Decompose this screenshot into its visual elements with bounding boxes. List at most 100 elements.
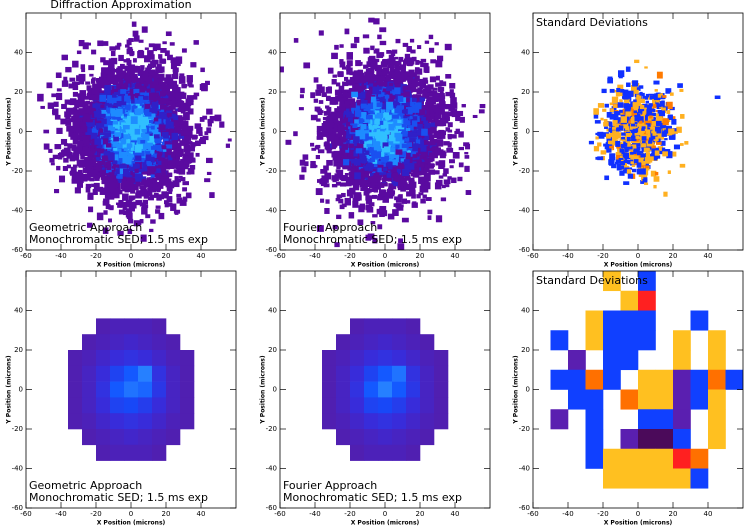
speckle (145, 126, 152, 134)
speckle (74, 104, 80, 109)
speckle (161, 166, 167, 171)
speckle (162, 173, 170, 181)
speckle (173, 86, 179, 92)
speckle (299, 174, 305, 180)
speckle (92, 83, 100, 92)
speckle (163, 119, 168, 123)
speckle (444, 184, 450, 188)
speckle (143, 142, 148, 148)
speckle (117, 177, 124, 183)
speckle (155, 115, 160, 120)
speckle (72, 107, 77, 112)
speckle (170, 154, 176, 158)
speckle (89, 178, 95, 182)
speckle (154, 136, 162, 144)
speckle (64, 99, 72, 105)
speckle (389, 67, 395, 73)
speckle (141, 112, 147, 117)
speckle (155, 205, 161, 209)
speckle (87, 89, 92, 95)
speckle (169, 113, 177, 119)
speckle (80, 64, 86, 70)
speckle (179, 199, 187, 206)
x-tick-label: 20 (162, 252, 171, 260)
speckle (142, 158, 147, 164)
speckle (322, 129, 328, 136)
speckle (176, 193, 182, 198)
speckle (331, 175, 337, 181)
speckle (133, 163, 140, 169)
speckle (142, 170, 148, 175)
speckle (167, 94, 174, 101)
speckle (56, 127, 63, 134)
speckle (99, 169, 106, 174)
speckle (65, 119, 72, 126)
speckle (478, 109, 485, 114)
speckle (106, 74, 113, 80)
speckle (170, 103, 176, 107)
speckle (125, 72, 130, 77)
speckle (158, 106, 164, 113)
speckle (94, 146, 99, 151)
speckle (134, 96, 141, 104)
speckle (320, 183, 326, 187)
speckle (173, 115, 179, 121)
speckle (91, 116, 98, 123)
speckle (161, 171, 167, 177)
speckle (108, 152, 115, 161)
speckle (181, 84, 187, 89)
speckle (337, 120, 344, 128)
speckle (163, 85, 168, 89)
speckle (139, 150, 145, 157)
speckle (370, 45, 375, 51)
speckle (144, 179, 151, 186)
speckle (349, 194, 354, 199)
speckle (422, 194, 427, 199)
speckle (157, 160, 162, 165)
speckle (85, 121, 91, 128)
speckle (110, 68, 115, 71)
speckle (120, 138, 127, 144)
speckle (395, 203, 402, 209)
speckle (159, 90, 166, 97)
speckle (111, 77, 119, 84)
speckle (153, 192, 159, 198)
plot-area (37, 21, 232, 242)
speckle (56, 92, 63, 101)
speckle (129, 79, 135, 83)
speckle (166, 112, 172, 117)
speckle (129, 112, 134, 116)
speckle (134, 108, 141, 116)
speckle (134, 173, 142, 182)
speckle (130, 201, 137, 209)
speckle (135, 118, 142, 125)
speckle (388, 183, 394, 189)
speckle (136, 182, 141, 187)
speckle (140, 123, 146, 130)
speckle (157, 78, 161, 83)
speckle (151, 71, 159, 76)
speckle (97, 40, 104, 47)
speckle (444, 120, 449, 124)
speckle (122, 155, 130, 164)
speckle (154, 144, 162, 150)
speckle (112, 162, 120, 168)
speckle (128, 68, 135, 76)
speckle (130, 189, 135, 192)
speckle (193, 92, 200, 97)
speckle (118, 54, 124, 62)
speckle (184, 107, 189, 112)
speckle (140, 189, 148, 194)
speckle (177, 160, 183, 166)
speckle (95, 78, 100, 83)
speckle (172, 111, 178, 116)
speckle (144, 108, 152, 117)
speckle (150, 60, 157, 68)
speckle (379, 27, 387, 33)
speckle (198, 127, 203, 130)
speckle (105, 117, 111, 122)
speckle (104, 88, 111, 96)
speckle (176, 197, 183, 204)
speckle (121, 70, 126, 75)
